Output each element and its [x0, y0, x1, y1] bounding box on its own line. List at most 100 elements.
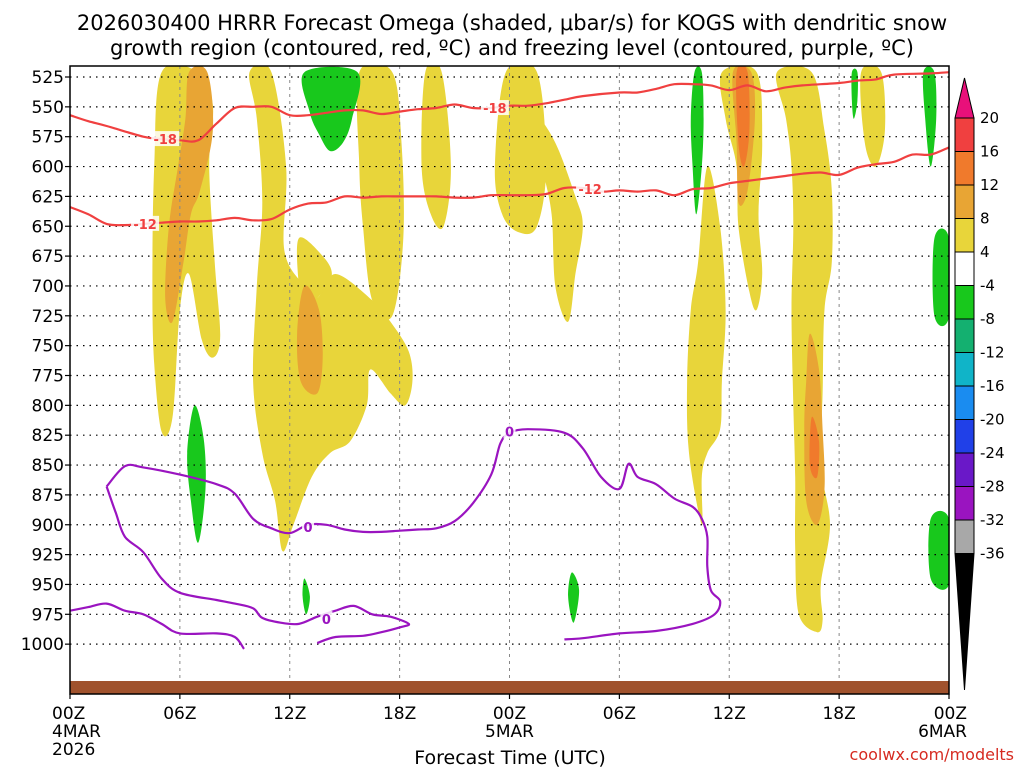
colorbar-segment-12: [954, 519, 975, 554]
omega-region-2-0: [736, 66, 750, 167]
contour-label-1: -18: [483, 102, 507, 117]
contour-label-bg-2: [131, 215, 160, 231]
y-tick-label-725: 725: [32, 307, 64, 327]
colorbar-label-6: -8: [980, 310, 995, 328]
y-tick-label-800: 800: [32, 396, 64, 416]
colorbar-segment-10: [954, 452, 975, 487]
plot-area: -18 -18 -12 -12 0 0 0: [69, 65, 950, 695]
contour-label-3: -12: [578, 183, 602, 198]
y-axis: 525 550 575 600 625 650 675 700 725 750 775 800 825 8…: [21, 68, 70, 655]
y-tick-label-875: 875: [32, 486, 64, 506]
colorbar-segment-3: [954, 218, 975, 253]
colorbar-segment-8: [954, 385, 975, 420]
omega-region-3-4: [932, 228, 949, 327]
y-tick-label-925: 925: [32, 546, 64, 566]
x-tick-label-12-line1: 12Z: [273, 704, 306, 724]
omega-region-3-8: [928, 510, 949, 590]
colorbar-label-5: -4: [980, 277, 995, 295]
omega-region-0-10: [860, 66, 886, 167]
omega-region-3-3: [922, 66, 937, 167]
colorbar-label-0: 20: [980, 109, 999, 127]
contour-label-bg-0: [151, 131, 180, 147]
colorbar-segment-4: [954, 251, 975, 286]
terrain-ground: [70, 681, 949, 694]
omega-region-3-0: [301, 66, 361, 152]
colorbar-top-triangle: [954, 77, 975, 119]
colorbar-segment-11: [954, 486, 975, 521]
credit-text: coolwx.com/modelts: [850, 745, 1014, 764]
contour-label-bg-5: [320, 611, 333, 627]
colorbar-label-13: -36: [980, 545, 1005, 563]
contour-line-1: [70, 146, 949, 227]
colorbar-segment-2: [954, 184, 975, 219]
colorbar-segment-5: [954, 285, 975, 320]
y-tick-label-775: 775: [32, 367, 64, 387]
y-tick-label-625: 625: [32, 187, 64, 207]
colorbar-label-3: 8: [980, 210, 990, 228]
contour-label-2: -12: [133, 218, 157, 233]
y-tick-label-550: 550: [32, 98, 64, 118]
colorbar-label-11: -28: [980, 478, 1005, 496]
x-axis-title: Forecast Time (UTC): [414, 747, 605, 768]
y-tick-label-850: 850: [32, 456, 64, 476]
contour-label-5: 0: [322, 613, 331, 628]
x-tick-label-36-line1: 12Z: [713, 704, 746, 724]
y-tick-label-575: 575: [32, 128, 64, 148]
contour-label-6: 0: [505, 426, 514, 441]
y-tick-label-750: 750: [32, 337, 64, 357]
y-tick-label-650: 650: [32, 217, 64, 237]
x-tick-label-42-line1: 18Z: [822, 704, 855, 724]
y-tick-label-1000: 1000: [21, 635, 64, 655]
x-tick-label-30-line1: 06Z: [603, 704, 636, 724]
colorbar: 20 16 12 8 4 -4 -8 -12 -16 -20 -24 -28 -32 -36: [954, 77, 1005, 691]
contour-labels: -18 -18 -12 -12 0 0 0: [131, 100, 605, 628]
contour-label-0: -18: [153, 133, 177, 148]
omega-region-3-1: [690, 66, 704, 215]
colorbar-label-2: 12: [980, 176, 999, 194]
colorbar-label-8: -16: [980, 377, 1005, 395]
colorbar-segment-6: [954, 318, 975, 353]
omega-region-0-8: [686, 166, 726, 526]
contour-label-bg-3: [576, 181, 605, 197]
contour-label-bg-6: [503, 423, 516, 439]
x-tick-label-48-line2: 6MAR: [918, 722, 967, 742]
omega-region-0-5: [494, 66, 547, 235]
contour-label-bg-4: [302, 519, 315, 535]
colorbar-segment-9: [954, 419, 975, 454]
omega-region-0-3: [356, 66, 404, 320]
x-tick-label-0-line3: 2026: [52, 740, 95, 760]
colorbar-label-9: -20: [980, 411, 1005, 429]
x-tick-label-0-line2: 4MAR: [52, 722, 101, 742]
x-tick-label-24-line1: 00Z: [493, 704, 526, 724]
colorbar-label-7: -12: [980, 344, 1005, 362]
colorbar-segment-1: [954, 151, 975, 186]
colorbar-label-12: -32: [980, 511, 1005, 529]
colorbar-segment-0: [954, 117, 975, 152]
colorbar-bottom-triangle: [954, 553, 975, 691]
y-tick-label-600: 600: [32, 158, 64, 178]
omega-region-1-1: [296, 285, 323, 395]
omega-region-3-5: [187, 405, 206, 543]
x-tick-label-0-line1: 00Z: [52, 704, 85, 724]
chart-title-line-1: 2026030400 HRRR Forecast Omega (shaded, …: [77, 11, 947, 35]
y-tick-label-525: 525: [32, 68, 64, 88]
y-tick-label-900: 900: [32, 516, 64, 536]
contour-line-3: [105, 486, 411, 645]
contour-label-bg-1: [480, 100, 509, 116]
omega-region-0-6: [536, 118, 583, 322]
x-tick-label-18-line1: 18Z: [383, 704, 416, 724]
colorbar-label-10: -24: [980, 444, 1005, 462]
y-tick-label-825: 825: [32, 426, 64, 446]
omega-region-1-0: [165, 66, 214, 324]
colorbar-label-4: 4: [980, 243, 990, 261]
contour-line-4: [70, 602, 245, 650]
colorbar-label-1: 16: [980, 143, 999, 161]
x-tick-label-48-line1: 00Z: [934, 704, 967, 724]
x-tick-label-24-line2: 5MAR: [485, 722, 534, 742]
y-tick-label-975: 975: [32, 605, 64, 625]
omega-region-3-6: [302, 578, 310, 615]
y-tick-label-700: 700: [32, 277, 64, 297]
colorbar-segment-7: [954, 352, 975, 387]
